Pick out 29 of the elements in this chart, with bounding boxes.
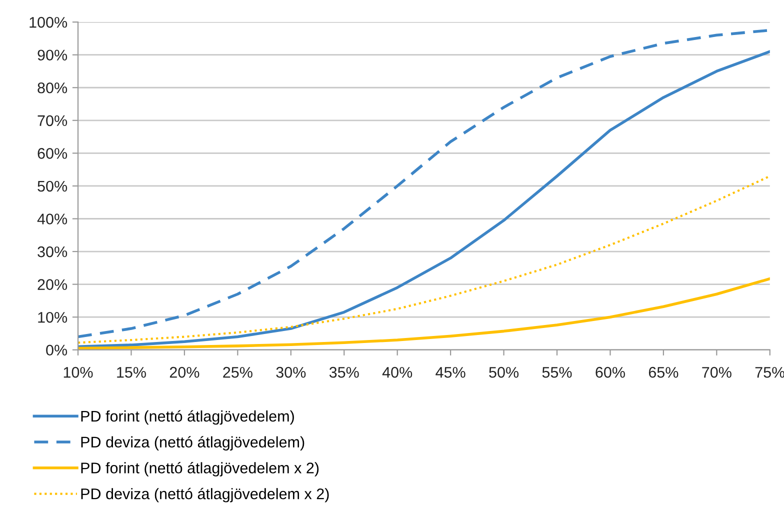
legend-label: PD deviza (nettó átlagjövedelem x 2) [81, 488, 329, 502]
y-tick-label: 0% [46, 344, 68, 356]
x-tick-label: 45% [436, 367, 466, 378]
x-tick-label: 35% [329, 366, 359, 378]
y-tick-label: 10% [38, 312, 68, 323]
y-tick-label: 40% [37, 214, 68, 224]
x-tick-label: 25% [223, 366, 252, 378]
legend-label: PD deviza (nettó átlagjövedelem) [81, 436, 304, 451]
line-series [78, 175, 770, 344]
y-tick-label: 80% [38, 82, 68, 94]
x-tick-label: 65% [648, 366, 678, 378]
y-tick-label: 90% [38, 50, 68, 61]
y-tick-label: 30% [38, 246, 68, 258]
x-tick-label: 50% [489, 366, 519, 378]
legend-label: PD forint (nettó átlagjövedelem x 2) [81, 462, 319, 476]
x-tick-label: 20% [170, 366, 200, 378]
y-tick-label: 100% [30, 16, 68, 28]
y-tick-label: 20% [38, 279, 68, 290]
x-tick-label: 40% [382, 366, 412, 378]
y-tick-label: 60% [38, 148, 68, 159]
x-tick-label: 55% [542, 367, 572, 378]
x-tick-label: 15% [117, 367, 146, 378]
x-tick-label: 60% [596, 366, 625, 378]
y-tick-label: 70% [38, 115, 68, 126]
legend-label: PD forint (nettó átlagjövedelem) [81, 410, 294, 425]
x-tick-label: 10% [64, 366, 93, 378]
x-tick-label: 30% [276, 366, 306, 378]
y-tick-label: 50% [38, 180, 68, 192]
x-tick-label: 70% [702, 366, 732, 378]
